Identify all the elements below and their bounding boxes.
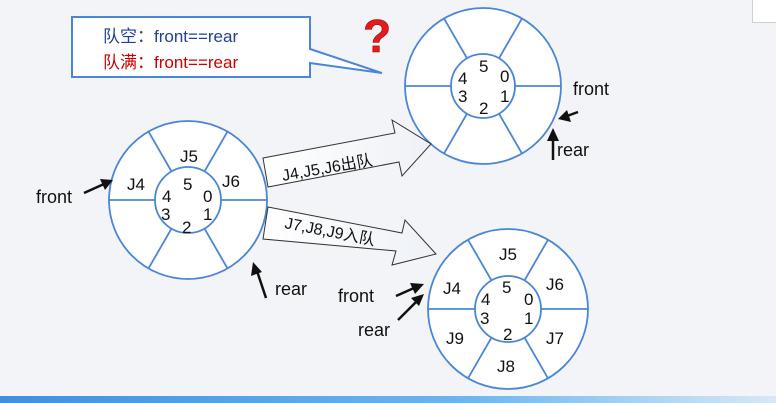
queue-top-right-slot-1: 1	[500, 87, 509, 106]
queue-bottom-right-element-j7: J7	[546, 329, 564, 348]
queue-bottom-right-spoke	[523, 239, 549, 281]
queue-full-label: 队满：front==rear	[103, 53, 238, 72]
callout: 队空：front==rear 队满：front==rear	[71, 16, 383, 78]
queue-bottom-right-rear-arrow	[397, 294, 424, 321]
queue-bottom-right-spoke	[467, 337, 493, 379]
queue-top-right-spoke	[443, 113, 468, 154]
window-corner-button[interactable]	[752, 0, 776, 23]
queue-bottom-right-spoke	[523, 337, 549, 379]
queue-left-slot-2: 2	[182, 218, 191, 237]
queue-bottom-right-element-j9: J9	[446, 329, 464, 348]
queue-left-spoke	[147, 228, 173, 269]
queue-top-right: 5 4 0 3 1 2 front rear	[404, 7, 609, 165]
queue-left: J5 J4 J6 5 4 0 3 1 2 front rear	[36, 120, 307, 299]
question-mark: ?	[363, 10, 391, 62]
enqueue-arrow: J7,J8,J9入队	[262, 206, 437, 266]
queue-left-spoke	[203, 228, 229, 269]
queue-top-right-spoke	[498, 18, 523, 59]
queue-top-right-spoke	[498, 113, 523, 154]
queue-bottom-right-spoke	[467, 239, 493, 281]
queue-bottom-right: J5 J4 J6 J7 J8 J9 5 4 0 3 1 2 front rear	[338, 228, 589, 390]
queue-left-slot-4: 4	[162, 187, 171, 206]
queue-bottom-right-slot-3: 3	[480, 309, 489, 328]
queue-top-right-slot-0: 0	[500, 67, 509, 86]
queue-top-right-rear-arrow	[547, 128, 559, 160]
queue-top-right-slot-3: 3	[458, 87, 467, 106]
queue-top-right-front-label: front	[573, 79, 609, 99]
queue-left-spoke	[147, 131, 173, 172]
bottom-progress-bar	[0, 396, 776, 403]
queue-left-element-j5: J5	[180, 147, 198, 166]
queue-left-spoke	[203, 131, 229, 172]
queue-bottom-right-rear-label: rear	[358, 320, 390, 340]
queue-bottom-right-slot-5: 5	[502, 278, 511, 297]
queue-top-right-rear-label: rear	[557, 140, 589, 160]
queue-bottom-right-slot-0: 0	[524, 290, 533, 309]
queue-left-front-arrow	[83, 179, 113, 195]
queue-bottom-right-slot-1: 1	[524, 309, 533, 328]
queue-left-rear-arrow	[251, 262, 268, 299]
queue-top-right-slot-5: 5	[479, 57, 488, 76]
queue-left-rear-label: rear	[275, 279, 307, 299]
queue-bottom-right-front-label: front	[338, 286, 374, 306]
queue-left-slot-5: 5	[183, 175, 192, 194]
queue-top-right-slot-2: 2	[479, 99, 488, 118]
queue-bottom-right-slot-4: 4	[481, 290, 490, 309]
queue-top-right-slot-4: 4	[458, 69, 467, 88]
queue-left-element-j4: J4	[127, 175, 145, 194]
dequeue-arrow: J4,J5,J6出队	[262, 118, 432, 188]
queue-left-element-j6: J6	[222, 172, 240, 191]
queue-bottom-right-element-j8: J8	[497, 357, 515, 376]
queue-bottom-right-element-j4: J4	[443, 279, 461, 298]
queue-bottom-right-slot-2: 2	[503, 325, 512, 344]
queue-top-right-front-arrow	[558, 110, 579, 122]
queue-bottom-right-element-j5: J5	[499, 245, 517, 264]
queue-left-slot-3: 3	[161, 205, 170, 224]
queue-left-front-label: front	[36, 187, 72, 207]
queue-left-slot-1: 1	[203, 205, 212, 224]
queue-bottom-right-element-j6: J6	[546, 275, 564, 294]
queue-empty-label: 队空：front==rear	[103, 27, 238, 46]
queue-top-right-spoke	[443, 18, 468, 59]
queue-bottom-right-front-arrow	[395, 283, 424, 298]
queue-left-slot-0: 0	[203, 187, 212, 206]
